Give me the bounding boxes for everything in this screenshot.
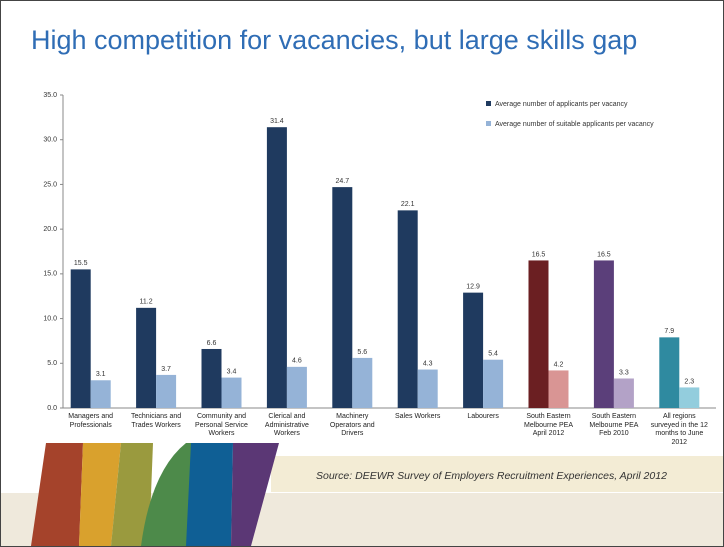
bar: [593, 260, 614, 408]
data-label: 15.5: [74, 260, 88, 267]
y-tick-label: 5.0: [47, 360, 57, 367]
bar: [679, 387, 700, 408]
data-label: 12.9: [466, 283, 480, 290]
decor: [111, 443, 153, 546]
x-tick-label: South Eastern Melbourne PEA April 2012: [523, 413, 574, 437]
data-label: 4.2: [554, 361, 564, 368]
data-label: 3.1: [96, 371, 106, 378]
bar: [70, 269, 91, 408]
y-tick-label: 30.0: [43, 137, 57, 144]
data-label: 3.3: [619, 369, 629, 376]
source-note: Source: DEEWR Survey of Employers Recrui…: [316, 470, 667, 482]
x-tick-label: Technicians and Trades Workers: [130, 413, 182, 429]
data-label: 31.4: [270, 118, 284, 125]
data-label: 5.6: [357, 349, 367, 356]
bar: [659, 337, 680, 408]
bar: [221, 377, 242, 408]
decor: [31, 443, 83, 546]
x-tick-label: Managers and Professionals: [68, 413, 114, 429]
x-tick-label: South Eastern Melbourne PEA Feb 2010: [589, 413, 639, 437]
decor: [186, 443, 233, 546]
x-tick-label: Community and Personal Service Workers: [195, 413, 248, 437]
decor: [231, 443, 279, 546]
data-label: 5.4: [488, 351, 498, 358]
data-label: 4.3: [423, 360, 433, 367]
data-label: 2.3: [684, 378, 694, 385]
legend-label: Average number of suitable applicants pe…: [495, 121, 654, 128]
bar: [136, 307, 157, 408]
source-band: [271, 456, 723, 492]
data-label: 7.9: [664, 328, 674, 335]
data-label: 22.1: [401, 201, 415, 208]
slide-title: High competition for vacancies, but larg…: [31, 25, 638, 55]
bar: [90, 380, 111, 408]
bar: [528, 260, 549, 408]
y-tick-label: 20.0: [43, 226, 57, 233]
bar: [463, 292, 484, 408]
bar: [483, 359, 504, 408]
data-label: 16.5: [532, 251, 546, 258]
data-label: 16.5: [597, 251, 611, 258]
y-tick-label: 15.0: [43, 271, 57, 278]
bar: [286, 366, 307, 408]
bar: [201, 348, 222, 408]
bar: [397, 210, 418, 408]
data-label: 11.2: [140, 299, 153, 306]
bar: [352, 357, 373, 408]
x-tick-label: Sales Workers: [394, 413, 441, 420]
y-tick-label: 0.0: [47, 405, 57, 412]
data-label: 6.6: [207, 340, 217, 347]
bar: [417, 369, 438, 408]
bar: [266, 127, 287, 409]
bar: [548, 370, 569, 408]
x-tick-label: All regions surveyed in the 12 months to…: [650, 413, 708, 446]
legend-swatch: [486, 101, 491, 106]
bar: [332, 187, 353, 408]
y-tick-label: 25.0: [43, 181, 57, 188]
decor: [79, 443, 121, 546]
data-label: 3.4: [227, 368, 237, 375]
legend-label: Average number of applicants per vacancy: [495, 101, 628, 108]
decor: [141, 443, 193, 546]
data-label: 4.6: [292, 358, 302, 365]
y-tick-label: 10.0: [43, 315, 57, 322]
data-label: 24.7: [335, 178, 349, 185]
x-tick-label: Machinery Operators and Drivers: [329, 413, 375, 437]
x-tick-label: Clerical and Administrative Workers: [264, 413, 309, 437]
bar: [613, 378, 634, 408]
data-label: 3.7: [161, 366, 171, 373]
y-tick-label: 35.0: [43, 92, 57, 99]
bar: [156, 374, 177, 408]
x-tick-label: Labourers: [467, 413, 499, 420]
legend-swatch: [486, 121, 491, 126]
